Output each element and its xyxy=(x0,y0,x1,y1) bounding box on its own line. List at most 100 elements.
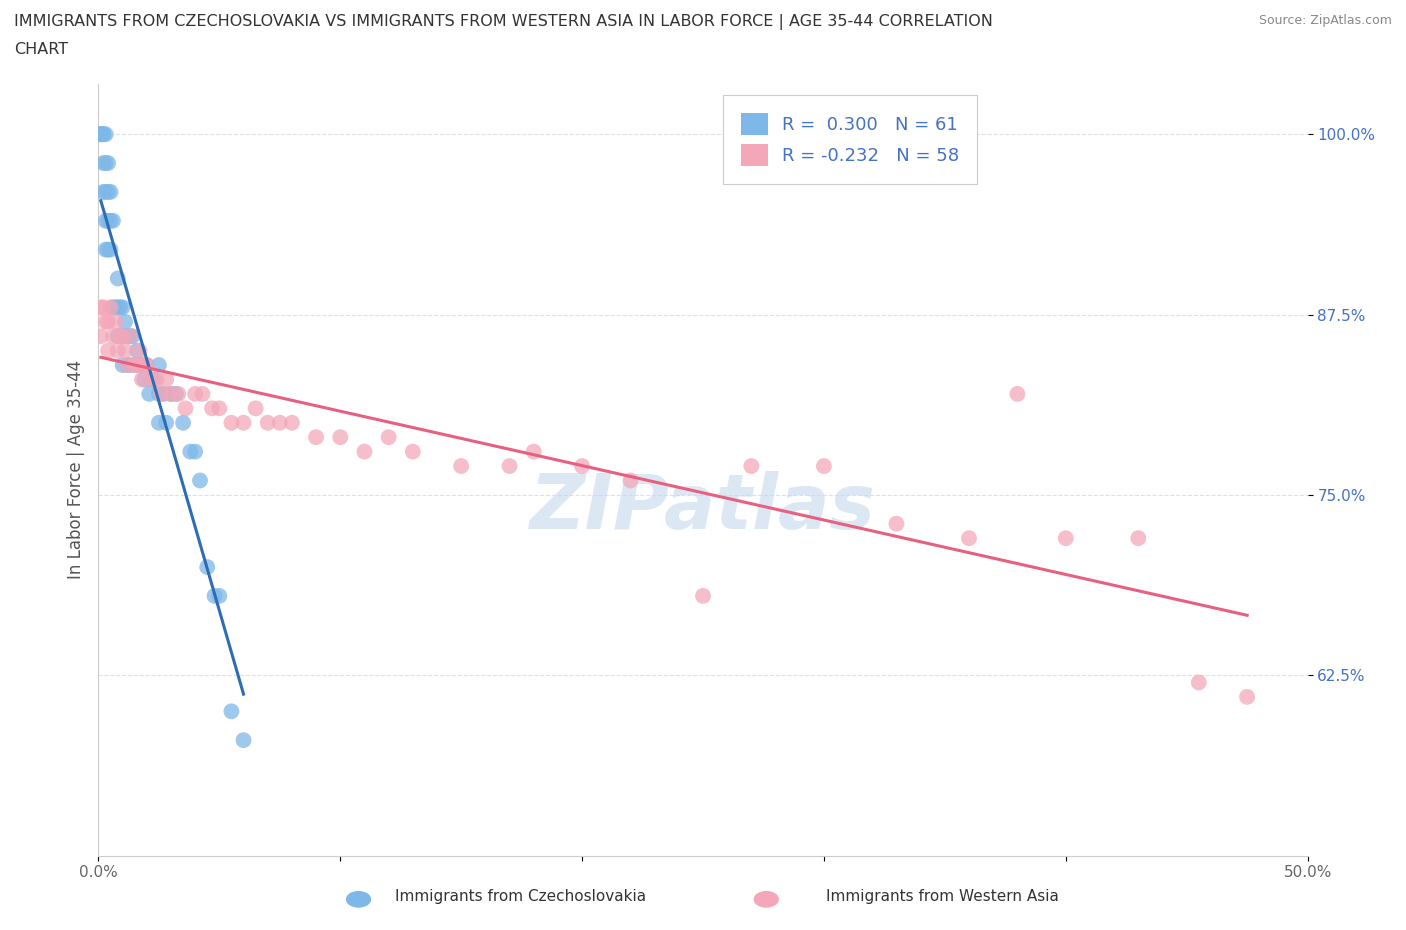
Point xyxy=(94,213,117,228)
Point xyxy=(269,416,291,431)
Point xyxy=(111,328,134,343)
Point xyxy=(1188,675,1211,690)
Point xyxy=(184,445,207,459)
Point xyxy=(145,372,167,387)
Point xyxy=(208,401,231,416)
Point xyxy=(692,589,714,604)
Point xyxy=(107,343,129,358)
Point xyxy=(90,299,112,314)
Point xyxy=(245,401,267,416)
Point xyxy=(450,458,472,473)
Point xyxy=(108,328,131,343)
Point xyxy=(114,314,136,329)
Point xyxy=(305,430,328,445)
Point xyxy=(1236,689,1258,704)
Point xyxy=(174,401,197,416)
Point xyxy=(402,445,425,459)
Point xyxy=(204,589,226,604)
Point xyxy=(97,343,120,358)
Point xyxy=(90,126,112,141)
Point xyxy=(111,299,134,314)
Point xyxy=(94,155,117,170)
Text: ZIPatlas: ZIPatlas xyxy=(530,472,876,545)
Point xyxy=(121,328,143,343)
Point xyxy=(155,372,177,387)
Point xyxy=(221,704,243,719)
Point xyxy=(111,328,134,343)
Point xyxy=(148,416,170,431)
Point xyxy=(148,387,170,402)
Point xyxy=(1054,531,1077,546)
Point xyxy=(91,155,114,170)
Point xyxy=(141,372,163,387)
Text: Immigrants from Czechoslovakia: Immigrants from Czechoslovakia xyxy=(395,889,645,904)
Point xyxy=(150,387,173,402)
Point xyxy=(571,458,593,473)
Point xyxy=(97,155,120,170)
Point xyxy=(619,473,641,488)
Point xyxy=(101,299,124,314)
Text: IMMIGRANTS FROM CZECHOSLOVAKIA VS IMMIGRANTS FROM WESTERN ASIA IN LABOR FORCE | : IMMIGRANTS FROM CZECHOSLOVAKIA VS IMMIGR… xyxy=(14,14,993,30)
Point xyxy=(195,560,218,575)
Point xyxy=(90,328,112,343)
Point xyxy=(90,126,112,141)
Point xyxy=(134,372,156,387)
Point xyxy=(127,343,149,358)
Text: CHART: CHART xyxy=(14,42,67,57)
Point xyxy=(135,358,157,373)
Point xyxy=(118,328,141,343)
Point xyxy=(101,328,124,343)
Text: Immigrants from Western Asia: Immigrants from Western Asia xyxy=(825,889,1059,904)
Y-axis label: In Labor Force | Age 35-44: In Labor Force | Age 35-44 xyxy=(66,360,84,579)
Point xyxy=(184,387,207,402)
Point xyxy=(232,416,254,431)
Point xyxy=(141,372,163,387)
Point xyxy=(127,358,149,373)
Point xyxy=(740,458,762,473)
Point xyxy=(172,416,194,431)
Point xyxy=(94,314,117,329)
Point xyxy=(1007,387,1029,402)
Point xyxy=(131,358,153,373)
Point xyxy=(94,242,117,257)
Point xyxy=(117,358,139,373)
Point xyxy=(165,387,187,402)
Point xyxy=(201,401,224,416)
Point xyxy=(100,184,122,199)
Point xyxy=(97,314,120,329)
Point xyxy=(135,358,157,373)
Text: Source: ZipAtlas.com: Source: ZipAtlas.com xyxy=(1258,14,1392,27)
Point xyxy=(1128,531,1150,546)
Point xyxy=(188,473,211,488)
Point xyxy=(160,387,183,402)
Point xyxy=(208,589,231,604)
Legend: R =  0.300   N = 61, R = -0.232   N = 58: R = 0.300 N = 61, R = -0.232 N = 58 xyxy=(728,100,972,179)
Point xyxy=(813,458,835,473)
Point xyxy=(118,358,141,373)
Point xyxy=(91,126,114,141)
Point xyxy=(131,372,153,387)
Point xyxy=(117,328,139,343)
Point xyxy=(179,445,201,459)
Point xyxy=(232,733,254,748)
Point xyxy=(107,299,129,314)
Point xyxy=(152,387,174,402)
Point xyxy=(377,430,399,445)
Point xyxy=(523,445,546,459)
Point xyxy=(100,213,122,228)
Point xyxy=(117,358,139,373)
Point xyxy=(143,372,166,387)
Point xyxy=(124,358,146,373)
Point xyxy=(134,358,156,373)
Point xyxy=(94,126,117,141)
Point xyxy=(100,242,122,257)
Point xyxy=(91,126,114,141)
Point xyxy=(108,299,131,314)
Point xyxy=(329,430,352,445)
Point xyxy=(94,184,117,199)
Point xyxy=(91,184,114,199)
Point xyxy=(104,314,127,329)
Point xyxy=(138,387,160,402)
Point xyxy=(107,271,129,286)
Point xyxy=(118,328,141,343)
